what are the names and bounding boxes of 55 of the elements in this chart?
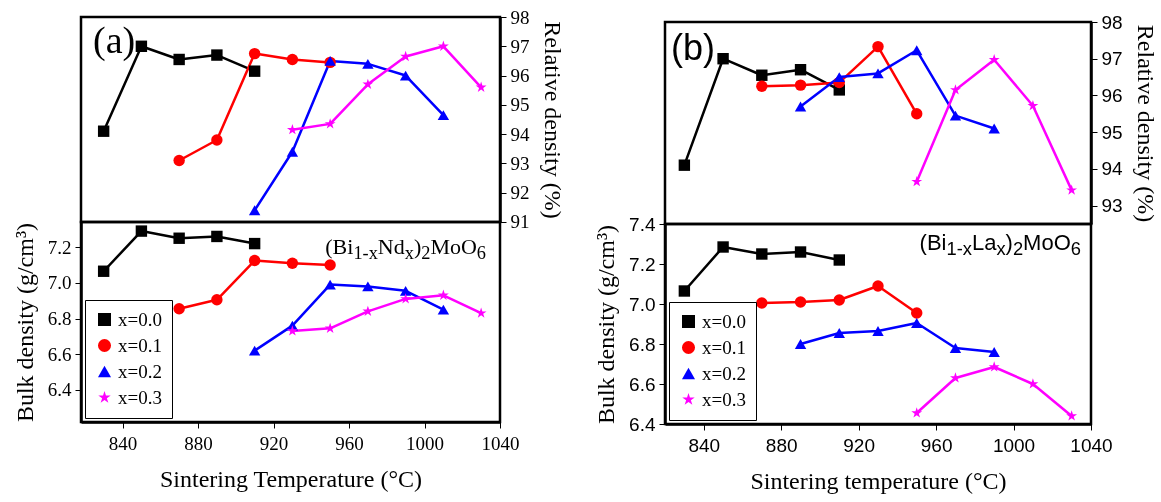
y-tick-label: 6.6 [47,343,72,365]
y-tick-label: 6.4 [629,413,656,435]
annotation: (a) [93,19,136,61]
y-tick-label: 7.4 [629,213,656,235]
y2-tick-label: 98 [510,6,530,28]
annotation: (b) [671,27,715,68]
y-tick-label: 6.8 [629,333,656,355]
legend-label: x=0.1 [118,334,162,356]
x-tick-label: 1000 [992,434,1036,456]
x-tick-label: 960 [335,432,364,454]
x-tick-label: 1040 [481,432,520,454]
y2-tick-label: 93 [1101,195,1123,217]
x-tick-label: 960 [920,434,953,456]
y2-axis-title: Relative density (%) [1132,24,1159,223]
y-axis-title: Bulk density (g/cm³) [593,224,620,425]
x-tick-label: 880 [184,432,213,454]
x-axis-title: Sintering Temperature (°C) [159,465,423,492]
y-tick-label: 6.8 [47,308,72,330]
y2-tick-label: 94 [510,123,530,145]
y2-tick-label: 97 [1101,48,1123,70]
x-tick-label: 840 [108,432,138,454]
legend-label: x=0.2 [702,362,746,384]
annotation: (Bi$_{1-x}$La$_{x}$)$_{2}$MoO$_{6}$ [919,230,1081,260]
y2-tick-label: 95 [1101,121,1123,143]
x-tick-label: 840 [688,434,721,456]
y2-tick-label: 94 [1101,158,1124,180]
y2-tick-label: 93 [510,152,530,174]
y-tick-label: 7.2 [629,253,656,275]
y2-tick-label: 92 [510,182,530,204]
x-tick-label: 880 [765,434,798,456]
x-axis-title: Sintering temperature (°C) [750,467,1007,494]
y-tick-label: 7.0 [47,272,72,294]
legend-label: x=0.1 [702,336,746,358]
legend-label: x=0.0 [702,310,746,332]
legend-label: x=0.2 [118,360,162,382]
legend-label: x=0.3 [118,386,162,408]
x-tick-label: 920 [843,434,875,456]
annotation: (Bi$_{1-x}$Nd$_{x}$)$_{2}$MoO$_{6}$ [325,234,486,264]
y2-axis-title: Relative density (%) [539,21,566,219]
y-tick-label: 7.0 [629,293,656,315]
y-tick-label: 6.4 [47,379,72,401]
y2-tick-label: 91 [510,211,530,233]
y2-tick-label: 96 [510,65,530,87]
y-axis-title: Bulk density (g/cm³) [11,222,38,423]
legend-label: x=0.0 [118,308,162,330]
y2-tick-label: 97 [510,35,530,57]
x-tick-label: 920 [259,432,289,454]
x-tick-label: 1000 [406,432,444,454]
y2-tick-label: 95 [510,94,530,116]
legend-label: x=0.3 [702,388,746,410]
y-tick-label: 6.6 [629,373,656,395]
y2-tick-label: 98 [1101,11,1123,33]
x-tick-label: 1040 [1070,434,1113,456]
y-tick-label: 7.2 [47,236,72,258]
y2-tick-label: 96 [1101,84,1123,106]
